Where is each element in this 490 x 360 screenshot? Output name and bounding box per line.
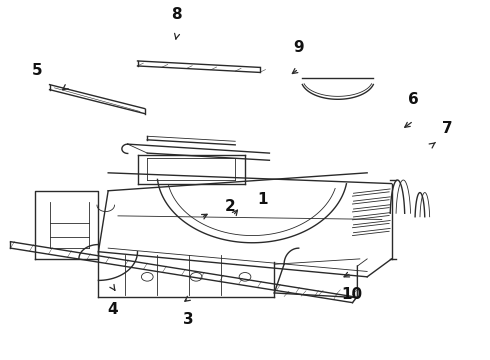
- Text: 8: 8: [172, 7, 182, 22]
- Text: 6: 6: [408, 92, 419, 107]
- Text: 5: 5: [32, 63, 43, 78]
- Text: 3: 3: [183, 312, 194, 327]
- Text: 7: 7: [442, 121, 453, 135]
- Text: 2: 2: [225, 199, 236, 215]
- Text: 9: 9: [294, 40, 304, 55]
- Text: 10: 10: [341, 287, 362, 302]
- Text: 4: 4: [108, 302, 119, 316]
- Text: 1: 1: [257, 192, 268, 207]
